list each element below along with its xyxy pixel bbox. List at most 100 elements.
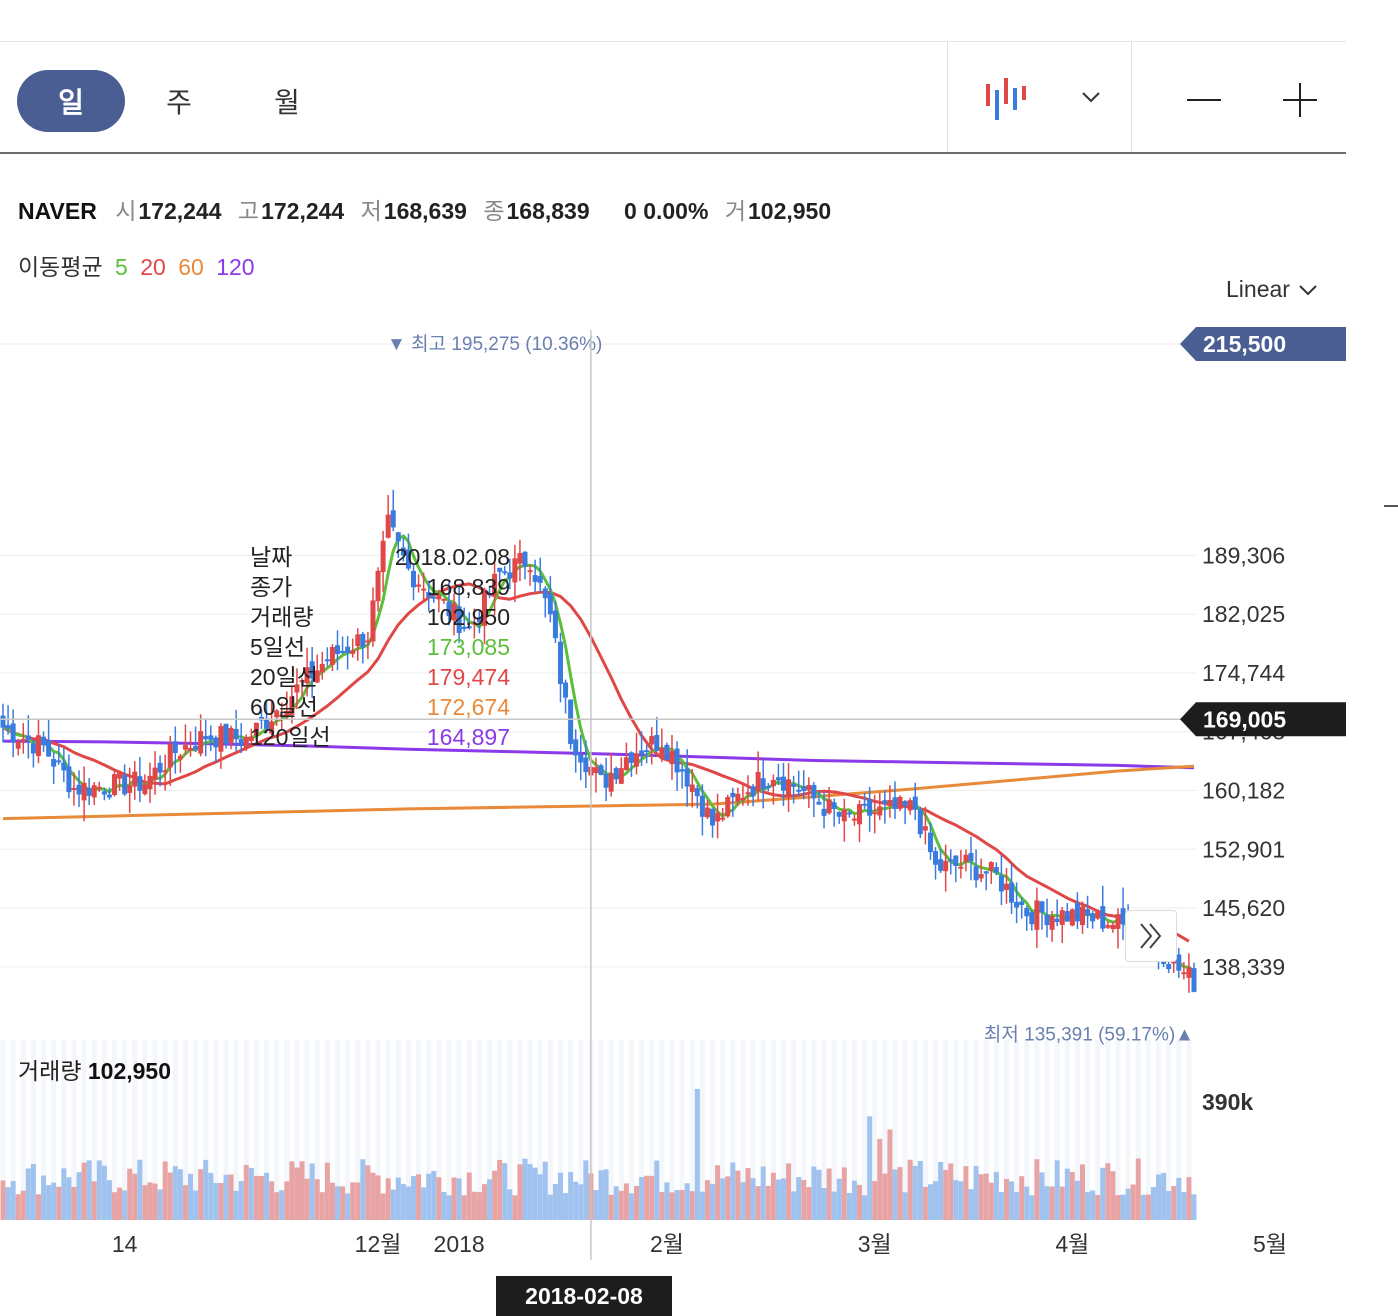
volume-background-stripe	[568, 1040, 574, 1220]
plus-icon	[1283, 83, 1317, 117]
y-tick-label: 160,182	[1202, 778, 1285, 804]
volume-background-stripe	[182, 1040, 188, 1220]
candle	[563, 679, 569, 714]
current-price-value: 215,500	[1203, 331, 1286, 357]
volume-bar	[269, 1181, 275, 1220]
volume-background-stripe	[1105, 1040, 1111, 1220]
candle-body	[598, 765, 604, 776]
volume-bar	[177, 1169, 183, 1220]
candle	[238, 723, 244, 754]
volume-bar	[30, 1163, 36, 1220]
ma-legend-label: 이동평균	[18, 254, 103, 280]
price-chart[interactable]: 189,306182,025174,744167,463160,182152,9…	[0, 300, 1398, 1260]
scrollbar-thumb[interactable]	[1384, 505, 1398, 507]
candle-body	[76, 784, 82, 795]
volume-bar	[694, 1088, 700, 1220]
volume-background-stripe	[314, 1040, 320, 1220]
volume-bar	[279, 1190, 285, 1220]
candle	[76, 770, 82, 807]
candle-body	[81, 782, 87, 801]
zoom-in-button[interactable]	[1272, 72, 1328, 128]
volume-bar	[780, 1178, 786, 1220]
candle-body	[973, 866, 979, 881]
volume-bar	[573, 1181, 579, 1220]
volume-bar	[862, 1195, 868, 1220]
volume-bar	[1080, 1164, 1086, 1220]
tab-weekly[interactable]: 주	[166, 87, 192, 118]
volume-background-stripe	[578, 1040, 584, 1220]
candle	[71, 772, 77, 806]
volume-background-stripe	[811, 1040, 817, 1220]
x-tick-label: 12월	[355, 1231, 402, 1257]
candle-body	[634, 753, 640, 767]
candle	[669, 734, 675, 780]
tab-daily[interactable]: 일	[17, 70, 125, 132]
candle-body	[608, 773, 614, 792]
candle	[689, 768, 695, 808]
candle	[786, 763, 792, 813]
candle	[264, 700, 270, 734]
candle	[1100, 885, 1106, 932]
candle-body	[1029, 912, 1035, 925]
candle	[598, 763, 604, 776]
volume-bar	[66, 1177, 72, 1220]
volume-bar	[836, 1178, 842, 1220]
chart-type-candle-button[interactable]	[975, 70, 1045, 126]
volume-bar	[0, 1180, 6, 1220]
volume-bar	[664, 1182, 670, 1220]
volume-bar	[846, 1192, 852, 1220]
candle-body	[963, 854, 969, 862]
moving-average-legend: 이동평균 5 20 60 120	[18, 248, 261, 282]
volume-background-stripe	[476, 1040, 482, 1220]
candle	[1054, 899, 1060, 927]
volume-bar	[162, 1161, 168, 1220]
candle	[319, 651, 325, 680]
candle	[887, 785, 893, 818]
candle	[730, 787, 736, 817]
tab-monthly[interactable]: 월	[274, 87, 300, 118]
volume-bar	[487, 1179, 493, 1220]
candle	[66, 754, 72, 799]
candle-body	[780, 776, 786, 791]
candle-body	[1034, 900, 1040, 930]
volume-bar	[583, 1160, 589, 1220]
volume-bar	[557, 1172, 563, 1220]
volume-background-stripe	[213, 1040, 219, 1220]
volume-bar	[608, 1194, 614, 1220]
candle-body	[365, 640, 371, 643]
candle	[81, 766, 87, 822]
volume-bar	[1105, 1163, 1111, 1220]
volume-background-stripe	[446, 1040, 452, 1220]
volume-background-stripe	[162, 1040, 168, 1220]
volume-background-stripe	[61, 1040, 67, 1220]
candle-body	[441, 598, 447, 601]
candle	[943, 844, 949, 892]
chart-type-dropdown[interactable]	[1070, 76, 1112, 118]
volume-bar	[101, 1165, 107, 1220]
candle-body	[91, 785, 97, 798]
volume-bar	[674, 1190, 680, 1220]
volume-background-stripe	[253, 1040, 259, 1220]
zoom-out-button[interactable]	[1176, 72, 1232, 128]
candle-body	[152, 767, 158, 780]
volume-background-stripe	[172, 1040, 178, 1220]
volume-bar	[365, 1165, 371, 1220]
scale-select[interactable]: Linear	[1226, 276, 1318, 303]
scroll-right-button[interactable]	[1125, 910, 1177, 962]
volume-background-stripe	[1186, 1040, 1192, 1220]
volume-background-stripe	[385, 1040, 391, 1220]
x-tick-label: 2월	[650, 1231, 684, 1257]
y-tick-label: 189,306	[1202, 542, 1285, 568]
candle-body	[897, 796, 903, 809]
x-tick-label: 3월	[858, 1231, 892, 1257]
candle-body	[223, 723, 229, 745]
candle-body	[1191, 968, 1197, 992]
volume-bar	[988, 1182, 994, 1220]
candle-body	[274, 710, 280, 718]
candle-body	[253, 722, 259, 736]
volume-bar	[441, 1191, 447, 1220]
candle-body	[1186, 967, 1192, 978]
volume-bar	[1029, 1195, 1035, 1220]
candle-body	[466, 626, 472, 629]
ma5-legend: 5	[115, 254, 128, 280]
